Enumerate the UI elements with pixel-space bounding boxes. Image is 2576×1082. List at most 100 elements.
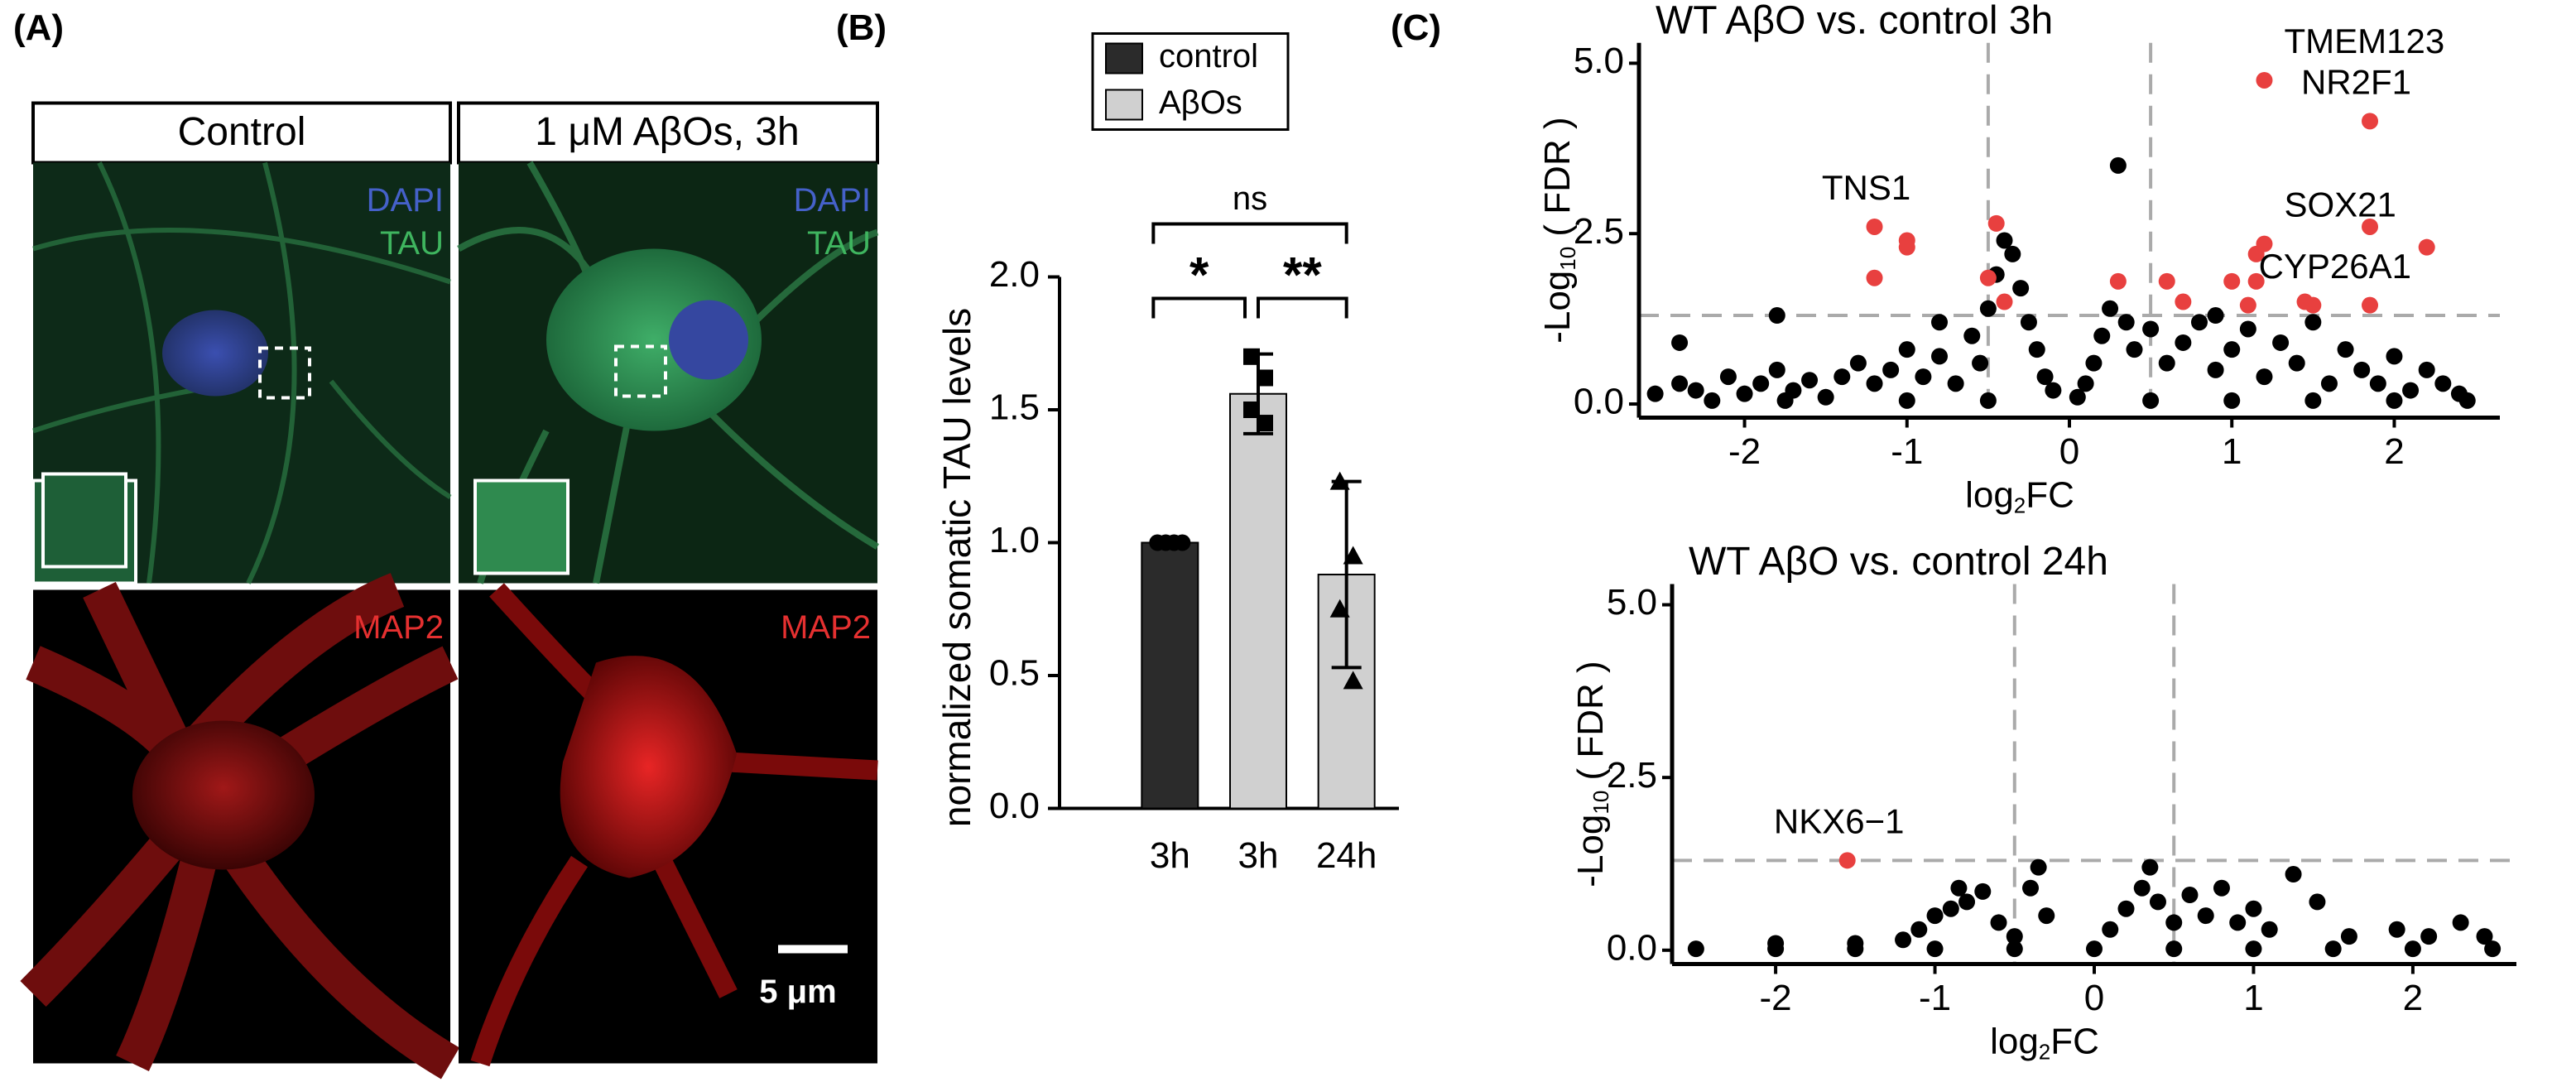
data-point: [2069, 388, 2086, 406]
data-point: [2133, 879, 2151, 897]
data-point: [2181, 887, 2199, 904]
axis-label-part: 10: [1588, 791, 1613, 815]
data-point: [1704, 392, 1721, 409]
data-point: [2197, 907, 2214, 925]
data-point: [1866, 218, 1883, 235]
data-point: [1243, 348, 1260, 365]
data-point: [2402, 382, 2420, 399]
data-point: [1898, 392, 1915, 409]
data-point: [1736, 385, 1753, 402]
data-point: [2386, 348, 2403, 365]
data-point: [1646, 385, 1664, 402]
data-point: [1990, 914, 2007, 931]
data-point: [2353, 361, 2371, 378]
data-point: [2418, 238, 2435, 256]
data-point: [1847, 935, 1864, 952]
data-point: [2404, 940, 2421, 958]
data-point: [1996, 293, 2013, 310]
axis-label-part: 2: [2039, 1039, 2050, 1064]
panel-label: (B): [836, 7, 887, 48]
data-point: [2288, 354, 2305, 372]
data-point: [2207, 307, 2224, 325]
data-point: [2304, 392, 2322, 409]
data-point: [1817, 388, 1834, 406]
stain-label: MAP2: [781, 609, 871, 646]
data-point: [1767, 935, 1785, 952]
stain-label: MAP2: [353, 609, 444, 646]
data-point: [1882, 361, 1900, 378]
data-point: [2102, 300, 2119, 317]
data-point: [1801, 372, 1819, 389]
data-point: [1931, 348, 1949, 365]
data-point: [2077, 375, 2094, 392]
soma: [546, 248, 762, 431]
condition-title: Control: [178, 110, 306, 154]
data-point: [2452, 914, 2469, 931]
data-point: [2142, 392, 2160, 409]
data-point: [1752, 375, 1770, 392]
data-point: [2320, 375, 2338, 392]
data-point: [2337, 341, 2354, 358]
data-point: [1719, 368, 1737, 386]
data-point: [2223, 392, 2241, 409]
point-label: NR2F1: [2301, 62, 2411, 101]
data-point: [2484, 940, 2502, 958]
inset: [473, 478, 570, 575]
data-point: [2158, 272, 2175, 290]
data-point: [2141, 858, 2159, 876]
data-point: [1942, 900, 1959, 917]
data-point: [2175, 334, 2192, 351]
data-point: [2165, 914, 2183, 931]
y-tick-label: 1.0: [989, 520, 1040, 560]
data-point: [2142, 320, 2160, 338]
data-point: [1329, 599, 1350, 618]
dendrites: [470, 583, 878, 1067]
bar: [1229, 392, 1287, 810]
stain-label: DAPI: [794, 182, 871, 219]
data-point: [1329, 471, 1350, 490]
x-tick-label: 3h: [1238, 835, 1279, 876]
data-point: [1687, 940, 1704, 958]
data-point: [2165, 940, 2183, 958]
data-point: [2030, 858, 2047, 876]
data-point: [1972, 354, 1989, 372]
data-point: [1866, 269, 1883, 286]
micrographs: [20, 101, 880, 1080]
data-point: [1866, 375, 1883, 392]
neurites: [457, 161, 880, 584]
stain-label: TAU: [380, 225, 444, 262]
legend-label: control: [1159, 38, 1258, 75]
data-point: [2117, 314, 2135, 331]
header-box: [31, 101, 452, 165]
data-point: [2256, 71, 2273, 89]
data-point: [2261, 921, 2278, 938]
y-tick-label: 2.0: [989, 254, 1040, 295]
y-tick-label: 5.0: [1574, 41, 1624, 81]
data-point: [1931, 314, 1949, 331]
data-point: [1950, 879, 1968, 897]
data-point: [2006, 940, 2023, 958]
axis-label-part: 2: [2014, 493, 2026, 517]
axis-label-part: ( FDR ): [1537, 117, 1578, 246]
data-point: [1979, 300, 1997, 317]
data-point: [2340, 928, 2357, 945]
axis-label-part: log: [1990, 1021, 2039, 1061]
legend-label: AβOs: [1159, 84, 1242, 121]
stain-label: DAPI: [367, 182, 444, 219]
axis-label: -Log10 ( FDR ): [1570, 661, 1613, 887]
data-point: [1257, 415, 1273, 432]
scale-bar-label: 5 μm: [759, 974, 836, 1010]
data-point: [2304, 314, 2322, 331]
data-point: [2175, 293, 2192, 310]
x-tick-label: 24h: [1316, 835, 1377, 876]
bar: [1141, 541, 1199, 810]
data-point: [2239, 296, 2256, 314]
data-point: [2020, 314, 2037, 331]
dendrites: [20, 573, 460, 1080]
significance-label: **: [1283, 247, 1322, 302]
data-point: [2245, 900, 2262, 917]
point-label: TNS1: [1822, 168, 1910, 207]
data-point: [1768, 361, 1785, 378]
axis-label-part: -Log: [1570, 815, 1611, 887]
y-tick-label: 2.5: [1574, 211, 1624, 252]
